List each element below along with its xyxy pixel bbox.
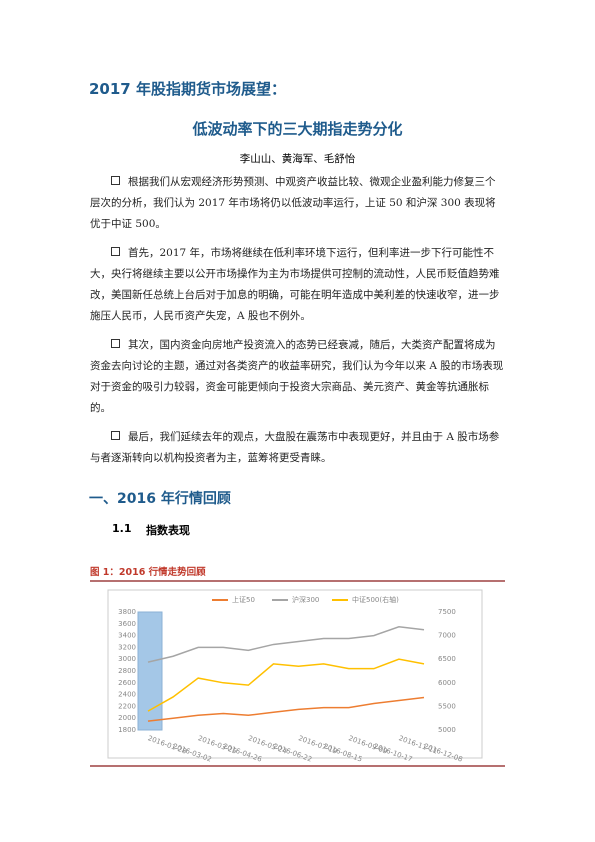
paragraph-text: 其次，国内资金向房地产投资流入的态势已经衰减，随后，大类资产配置将成为资金去向讨… — [90, 339, 504, 414]
highlight — [137, 611, 163, 731]
subsection-title: 指数表现 — [146, 524, 190, 537]
subsection-number: 1.1 — [112, 522, 132, 535]
y-tick-label: 2800 — [118, 667, 136, 675]
y-tick-label: 3600 — [118, 620, 136, 628]
y-tick-label: 3000 — [118, 655, 136, 663]
y-tick-label: 1800 — [118, 726, 136, 734]
body: 根据我们从宏观经济形势预测、中观资产收益比较、微观企业盈利能力修复三个层次的分析… — [90, 172, 505, 477]
y-tick-label: 3800 — [118, 608, 136, 616]
y2-tick-label: 5000 — [438, 726, 456, 734]
y-tick-label: 2200 — [118, 702, 136, 710]
legend-label: 上证50 — [232, 595, 255, 604]
y-tick-label: 2000 — [118, 714, 136, 722]
y-tick-label: 3400 — [118, 632, 136, 640]
subtitle: 低波动率下的三大期指走势分化 — [192, 120, 403, 138]
chart-frame — [107, 589, 483, 759]
section-heading: 一、2016 年行情回顾 — [89, 491, 231, 507]
y-tick-label: 2600 — [118, 679, 136, 687]
paragraph: 根据我们从宏观经济形势预测、中观资产收益比较、微观企业盈利能力修复三个层次的分析… — [90, 172, 505, 235]
y2-tick-label: 5500 — [438, 702, 456, 710]
title: 2017 年股指期货市场展望： — [89, 80, 286, 98]
legend-label: 中证500(右轴) — [352, 595, 399, 604]
y2-tick-label: 7000 — [438, 632, 456, 640]
series-line — [147, 696, 425, 722]
authors: 李山山、黄海军、毛舒怡 — [239, 153, 356, 165]
figure-caption: 图 1：2016 行情走势回顾 — [90, 567, 206, 578]
y-tick-label: 2400 — [118, 691, 136, 699]
legend-label: 沪深300 — [292, 595, 319, 604]
y-tick-label: 3200 — [118, 643, 136, 651]
paragraph: 最后，我们延续去年的观点，大盘股在震荡市中表现更好，并且由于 A 股市场参与者逐… — [90, 427, 505, 469]
series-line — [147, 625, 425, 663]
paragraph: 其次，国内资金向房地产投资流入的态势已经衰减，随后，大类资产配置将成为资金去向讨… — [90, 335, 505, 419]
y2-tick-label: 6000 — [438, 679, 456, 687]
series-line — [147, 658, 425, 712]
paragraph-text: 最后，我们延续去年的观点，大盘股在震荡市中表现更好，并且由于 A 股市场参与者逐… — [90, 431, 500, 464]
paragraph-text: 根据我们从宏观经济形势预测、中观资产收益比较、微观企业盈利能力修复三个层次的分析… — [90, 176, 496, 230]
y2-tick-label: 6500 — [438, 655, 456, 663]
y2-tick-label: 7500 — [438, 608, 456, 616]
paragraph: 首先，2017 年，市场将继续在低利率环境下运行，但利率进一步下行可能性不大，央… — [90, 243, 505, 327]
paragraph-text: 首先，2017 年，市场将继续在低利率环境下运行，但利率进一步下行可能性不大，央… — [90, 247, 500, 322]
